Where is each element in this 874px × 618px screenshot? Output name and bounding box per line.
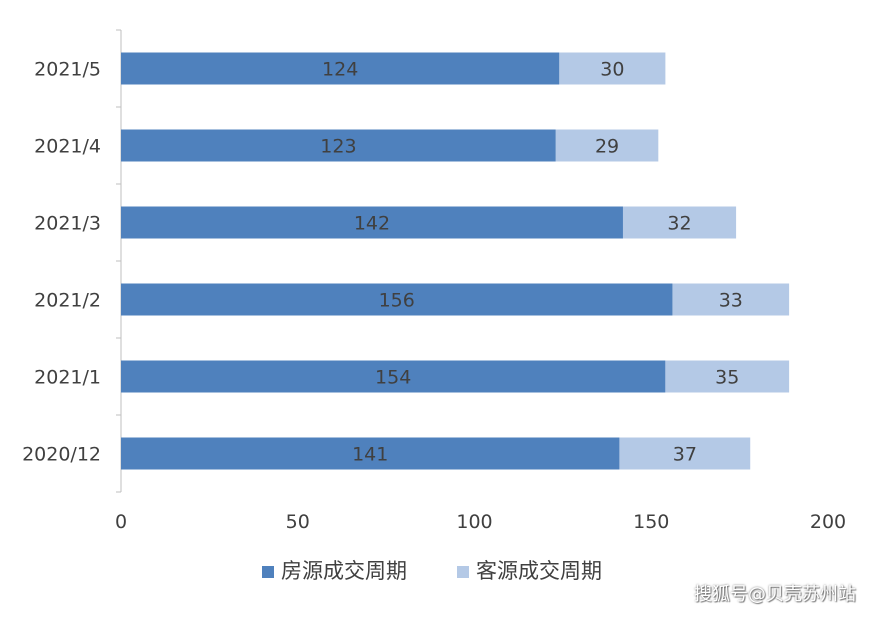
bar-segment-client — [672, 283, 790, 316]
bar-segment-listing — [121, 360, 666, 393]
bar-segment-client — [665, 360, 790, 393]
data-label: 29 — [595, 136, 619, 158]
category-label: 2021/5 — [34, 59, 101, 81]
bar-segment-listing — [121, 52, 560, 85]
legend-swatch — [262, 566, 274, 578]
x-tick-label: 150 — [633, 511, 669, 533]
legend-label: 房源成交周期 — [281, 559, 407, 583]
data-label: 124 — [322, 59, 358, 81]
data-label: 123 — [320, 136, 356, 158]
legend-swatch — [457, 566, 469, 578]
data-label: 142 — [354, 213, 390, 235]
bar-segment-client — [619, 437, 751, 470]
data-label: 37 — [673, 444, 697, 466]
data-label: 35 — [715, 367, 739, 389]
category-label: 2021/2 — [34, 290, 101, 312]
category-label: 2021/4 — [34, 136, 101, 158]
bar-segment-client — [559, 52, 666, 85]
bar-segment-listing — [121, 283, 673, 316]
x-tick-label: 100 — [456, 511, 492, 533]
bar-segment-client — [622, 206, 737, 239]
bar-segment-listing — [121, 437, 620, 470]
category-label: 2021/1 — [34, 367, 101, 389]
data-label: 32 — [667, 213, 691, 235]
x-tick-label: 200 — [810, 511, 846, 533]
x-tick-label: 50 — [286, 511, 310, 533]
data-label: 156 — [379, 290, 415, 312]
legend-label: 客源成交周期 — [476, 559, 602, 583]
bar-segment-listing — [121, 129, 556, 162]
bar-segment-client — [555, 129, 659, 162]
watermark: 搜狐号@贝壳苏州站 — [694, 584, 856, 605]
category-label: 2020/12 — [22, 444, 101, 466]
data-label: 141 — [352, 444, 388, 466]
data-label: 30 — [600, 59, 624, 81]
data-label: 33 — [719, 290, 743, 312]
x-tick-label: 0 — [115, 511, 127, 533]
bar-segment-listing — [121, 206, 623, 239]
data-label: 154 — [375, 367, 411, 389]
category-label: 2021/3 — [34, 213, 101, 235]
